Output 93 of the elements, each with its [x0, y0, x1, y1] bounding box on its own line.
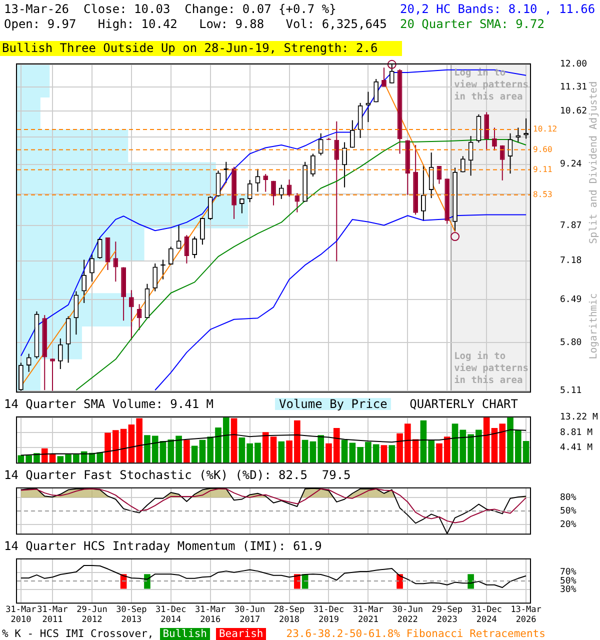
chart-title: 14 Quarter Fast Stochastic (%K) (%D): 82.5 79.5 [4, 468, 351, 482]
candlestick [358, 102, 363, 138]
x-tick-label: 30-Jun 2017 [234, 604, 266, 626]
y-tick-label: 12.00 [560, 60, 588, 70]
ref-line-label: 8.53 [533, 190, 552, 199]
y-tick-label: 80% [560, 492, 577, 503]
candlestick [366, 91, 371, 123]
y-tick-label: 11.31 [560, 82, 588, 92]
candlestick [263, 173, 268, 192]
candlestick [278, 184, 284, 200]
text: QUARTERLY CHART [410, 397, 518, 411]
y-tick-label: 5.11 [560, 386, 582, 396]
candlestick [239, 198, 244, 214]
x-tick-label: 31-Mar 2021 [352, 604, 384, 626]
candlestick [421, 164, 426, 222]
y-tick-label: 30% [560, 584, 577, 595]
text: Volume By Price [275, 397, 392, 411]
x-tick-label: 31-Dec 2019 [313, 604, 344, 626]
y-tick-label: 8.81 M [560, 428, 594, 438]
y-tick-label: 7.87 [560, 221, 582, 232]
band-label: Log in to view patterns in this area [454, 68, 528, 103]
y-tick-label: 10.62 [560, 106, 588, 116]
y-tick-label: 9.24 [560, 160, 582, 170]
y-tick-label: 70% [560, 568, 577, 578]
candlestick [342, 142, 347, 188]
ref-line-label: 9.60 [533, 144, 552, 154]
ref-line-label: 10.12 [533, 124, 558, 134]
x-tick-label: 31-Mar 2011 [37, 604, 68, 626]
candlestick [500, 144, 505, 181]
candlestick [524, 118, 528, 140]
y-tick-label: 50% [560, 506, 577, 516]
text: 20 Quarter SMA: 9.72 [400, 17, 546, 32]
y-tick-label: 20% [560, 520, 577, 530]
bar [184, 440, 190, 463]
y-tick-label: 7.18 [560, 256, 582, 266]
y-tick-label: 5.80 [560, 338, 582, 348]
x-tick-label: 30-Sep 2013 [116, 604, 147, 626]
text: Logarithmic [588, 293, 600, 360]
candlestick [192, 236, 198, 259]
text: Bullish [160, 628, 210, 640]
candlestick [460, 156, 466, 173]
bar [380, 445, 388, 463]
bar [388, 445, 396, 463]
candlestick [136, 304, 142, 331]
candlestick [382, 67, 386, 88]
candlestick [484, 112, 490, 152]
candlestick [294, 192, 300, 213]
candlestick [271, 180, 276, 206]
chart-title: 13-Mar-26 Close: 10.03 Change: 0.07 {+0.7 %} [4, 2, 336, 16]
candlestick [247, 179, 252, 203]
y-tick-label: 50% [560, 576, 577, 586]
y-tick-label: 6.49 [560, 294, 582, 305]
text: 20,2 HC Bands: 8.10 , 11.66 [400, 2, 596, 17]
y-tick-label: 4.41 M [560, 442, 594, 453]
candlestick [318, 132, 324, 156]
y-axis-title: Split and Dividend Adjusted [588, 81, 600, 244]
x-tick-label: 29-Jun 2012 [76, 604, 108, 626]
x-tick-label: 28-Sep 2018 [274, 604, 305, 626]
bar [230, 418, 238, 463]
candlestick [428, 152, 434, 199]
x-tick-label: 31-Dec 2024 [471, 604, 502, 626]
bar [483, 417, 490, 463]
bar [191, 446, 198, 463]
candlestick [152, 262, 158, 292]
x-tick-label: 31-Dec 2014 [156, 604, 186, 626]
candlestick [374, 78, 379, 103]
text: 23.6-38.2-50-61.8% Fibonacci Retracements [286, 628, 546, 640]
candlestick [286, 179, 292, 198]
text: Bearish [216, 628, 266, 640]
x-tick-label: 13-Mar 2026 [510, 604, 542, 626]
bar [341, 440, 348, 463]
legend-title: % K - HCS IMI Crossover, [2, 628, 154, 640]
candlestick [334, 120, 340, 262]
bar [302, 440, 308, 463]
x-tick-label: 29-Sep 2023 [432, 604, 462, 626]
x-tick-label: 31-Mar 2010 [6, 604, 36, 626]
chart-title: 14 Quarter SMA Volume: 9.41 M [4, 397, 214, 411]
ref-line-label: 9.11 [533, 164, 552, 174]
text: Log in to view patterns in this area [454, 350, 528, 386]
y-tick-label: 13.22 M [560, 412, 599, 423]
candlestick [310, 153, 316, 178]
bar [278, 441, 285, 463]
candlestick [468, 136, 474, 176]
candlestick [350, 120, 355, 148]
x-tick-label: 31-Mar 2016 [195, 604, 226, 626]
chart-title: 14 Quarter HCS Intraday Momentum (IMI): 61.9 [4, 539, 322, 553]
bar [452, 424, 458, 463]
candlestick [492, 127, 497, 152]
candlestick [184, 234, 190, 264]
text: Bullish Three Outside Up on 28-Jun-19, Strength: 2.6 [0, 41, 402, 56]
chart-subtitle: Open: 9.97 High: 10.42 Low: 9.88 Vol: 6,325,645 [4, 17, 387, 31]
x-tick-label: 30-Jun 2022 [392, 604, 424, 626]
candlestick [168, 246, 174, 266]
